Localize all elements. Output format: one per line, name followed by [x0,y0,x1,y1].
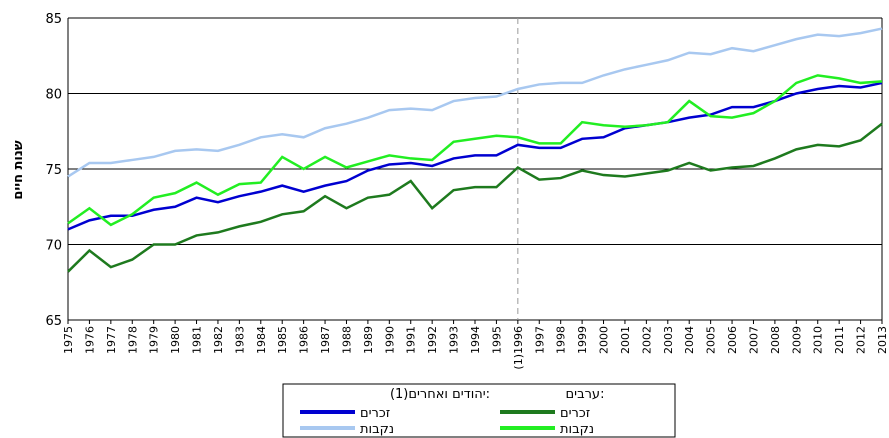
x-tick-label: 1988 [340,326,353,354]
x-tick-label: 2013 [876,326,889,354]
x-tick-label: 1984 [255,326,268,354]
x-tick-label: 1990 [383,326,396,354]
x-tick-label: 1981 [191,326,204,354]
x-tick-label: (1)1996 [512,326,525,370]
legend-label: זכרים [560,406,590,421]
y-tick-label: 85 [45,12,62,27]
x-tick-label: 2002 [640,326,653,354]
x-tick-label: 1980 [169,326,182,354]
x-tick-label: 1983 [233,326,246,354]
x-tick-label: 1976 [83,326,96,354]
x-tick-label: 2007 [747,326,760,354]
series-line [67,81,883,231]
series-line [67,27,883,178]
x-tick-label: 2010 [812,326,825,354]
y-tick-label: 70 [45,239,62,254]
legend-label: נקבות [360,422,394,437]
x-tick-label: 1985 [276,326,289,354]
series-line [67,122,883,273]
x-tick-label: 1995 [490,326,503,354]
x-tick-label: 2011 [833,326,846,354]
x-tick-label: 1979 [148,326,161,354]
x-tick-label: 1978 [126,326,139,354]
x-tick-label: 2009 [790,326,803,354]
legend-label: זכרים [360,406,390,421]
x-tick-label: 1991 [405,326,418,354]
y-tick-label: 75 [45,163,62,178]
y-axis-label: שנות חיים [11,140,26,199]
x-tick-label: 1997 [533,326,546,354]
y-tick-label: 80 [45,88,62,103]
x-tick-label: 1994 [469,326,482,354]
x-tick-label: 1989 [362,326,375,354]
legend-label: נקבות [560,422,594,437]
x-tick-label: 1986 [298,326,311,354]
x-tick-label: 1992 [426,326,439,354]
x-tick-label: 1993 [448,326,461,354]
x-tick-label: 2004 [683,326,696,354]
legend-group-title: יהודים ואחרים(1): [390,387,490,402]
x-tick-label: 2008 [769,326,782,354]
x-tick-label: 2005 [705,326,718,354]
series-line [67,74,883,227]
x-tick-label: 2001 [619,326,632,354]
x-tick-label: 1999 [576,326,589,354]
legend-box [282,383,676,438]
x-tick-label: 2012 [855,326,868,354]
y-tick-label: 65 [45,314,62,329]
x-tick-label: 1977 [105,326,118,354]
x-tick-label: 2000 [598,326,611,354]
legend-group-title: ערבים: [566,387,605,402]
x-tick-label: 1975 [62,326,75,354]
x-tick-label: 2003 [662,326,675,354]
x-tick-label: 1987 [319,326,332,354]
x-tick-label: 1998 [555,326,568,354]
x-tick-label: 2006 [726,326,739,354]
x-tick-label: 1982 [212,326,225,354]
